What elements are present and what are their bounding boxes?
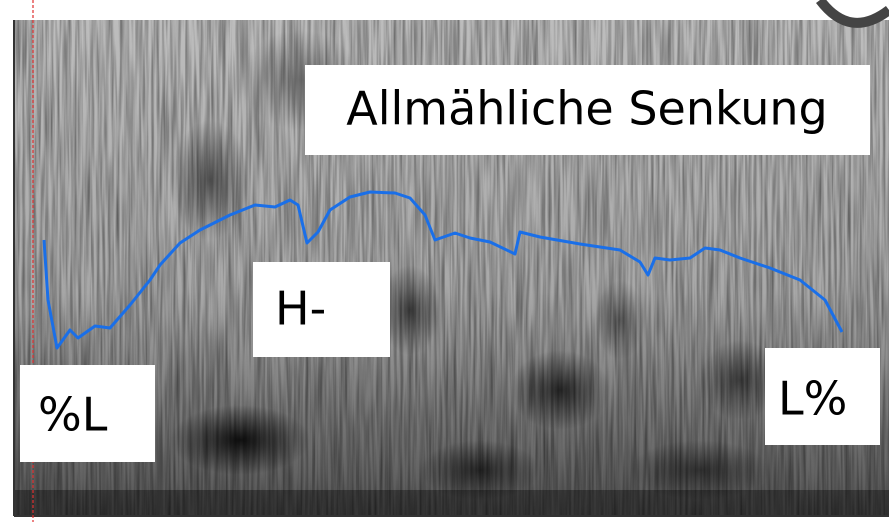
start-text: %L [38,388,108,442]
pitch-contour [42,190,844,350]
title-text: Allmähliche Senkung [346,82,828,136]
high-text: H- [275,282,326,336]
end-text: L% [778,372,847,426]
cropped-glyph [816,0,889,28]
label-start: %L [20,365,155,462]
label-title: Allmähliche Senkung [305,65,870,155]
label-high: H- [253,262,390,357]
label-end: L% [765,348,880,445]
